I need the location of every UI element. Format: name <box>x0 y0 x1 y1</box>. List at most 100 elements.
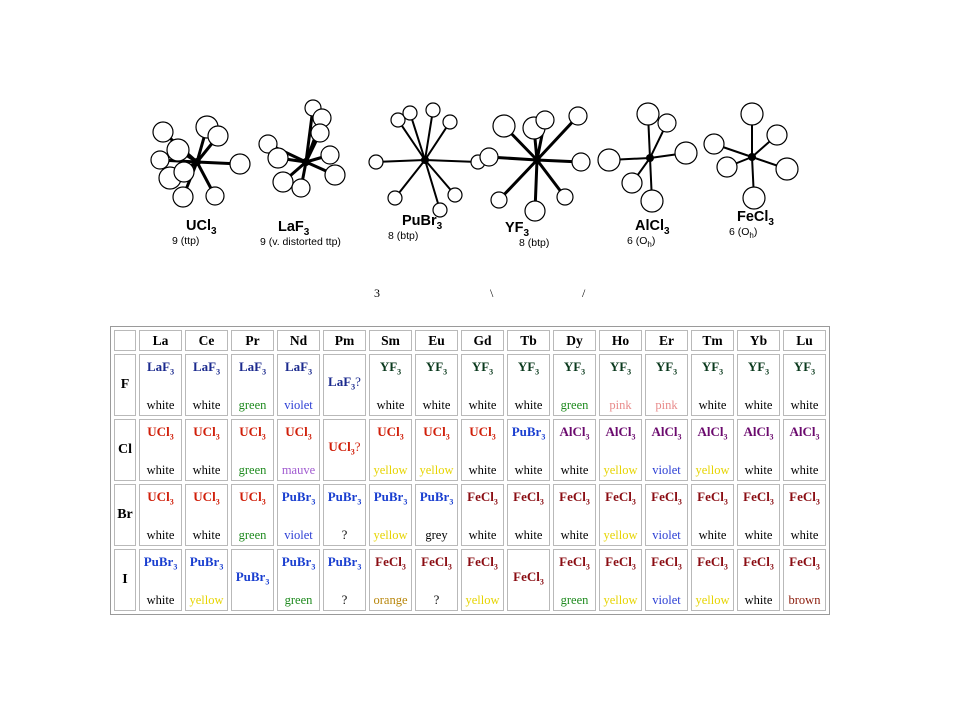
formula-subscript: 3 <box>539 497 544 507</box>
uncertain-mark: ? <box>354 439 361 454</box>
table-cell: LaF3? <box>323 354 366 416</box>
formula-subscript: 3 <box>449 497 454 507</box>
yf3-structure <box>479 106 591 222</box>
formula-base: YF <box>747 359 766 374</box>
formula-subscript: 3 <box>169 432 174 442</box>
formula-subscript: 3 <box>815 497 820 507</box>
table-cell: UCl3 yellow <box>415 419 458 481</box>
compound-color-label: violet <box>652 593 681 607</box>
element-header-lu: Lu <box>783 330 826 351</box>
table-cell: YF3 green <box>553 354 596 416</box>
structure-type-formula: FeCl3 <box>600 554 641 572</box>
formula-subscript: 3 <box>489 367 494 377</box>
formula-base: PuBr <box>327 554 358 569</box>
table-cell: PuBr3 yellow <box>369 484 412 546</box>
formula-base: FeCl <box>697 554 724 569</box>
formula-subscript: 3 <box>447 562 452 572</box>
table-cell: YF3 white <box>737 354 780 416</box>
formula-subscript: 3 <box>491 432 496 442</box>
table-cell: FeCl3 white <box>461 484 504 546</box>
structure-type-formula: AlCl3 <box>554 424 595 442</box>
formula-subscript: 3 <box>219 562 224 572</box>
structure-type-formula: YF3 <box>646 359 687 377</box>
compound-color-label: violet <box>652 463 681 477</box>
structure-type-formula: UCl3 <box>232 424 273 442</box>
compound-color-label: white <box>790 398 819 412</box>
structure-type-formula: FeCl3 <box>508 569 549 587</box>
formula-base: FeCl <box>789 554 816 569</box>
structure-type-formula: UCl3 <box>370 424 411 442</box>
alcl3-structure <box>597 102 698 213</box>
formula-subscript: 3 <box>769 432 774 442</box>
formula-subscript: 3 <box>403 497 408 507</box>
formula-subscript: 3 <box>673 367 678 377</box>
formula-base: FeCl <box>467 554 494 569</box>
table-cell: PuBr3? <box>323 549 366 611</box>
element-header-row: La Ce Pr Nd Pm Sm Eu Gd Tb Dy Ho Er Tm Yb Lu <box>114 330 826 351</box>
formula-base: PuBr <box>189 554 220 569</box>
compound-color-label: white <box>514 398 543 412</box>
table-cell: FeCl3 yellow <box>599 549 642 611</box>
table-cell: PuBr3 white <box>139 549 182 611</box>
formula-subscript: 3 <box>493 497 498 507</box>
coordination-number: 9 (ttp) <box>172 235 199 247</box>
formula-base: FeCl <box>513 569 540 584</box>
table-cell: AlCl3 white <box>737 419 780 481</box>
compound-color-label: white <box>192 463 221 477</box>
structure-type-formula: LaF3 <box>140 359 181 377</box>
compound-color-label: white <box>192 528 221 542</box>
structure-type-formula: YF3 <box>508 359 549 377</box>
compound-color-label: white <box>192 398 221 412</box>
formula-base: PuBr <box>281 554 312 569</box>
formula-base: FeCl <box>513 489 540 504</box>
formula-subscript: 3 <box>307 432 312 442</box>
table-cell: FeCl3 white <box>553 484 596 546</box>
structure-formula: FeCl3 <box>737 209 774 228</box>
compound-color-label: green <box>238 528 267 542</box>
formula-subscript: 3 <box>677 497 682 507</box>
caption-fragment: 3 <box>374 286 380 300</box>
formula-base: PuBr <box>281 489 312 504</box>
coordination-number: 8 (btp) <box>519 237 549 249</box>
formula-subscript: 3 <box>173 562 178 572</box>
element-header-la: La <box>139 330 182 351</box>
formula-base: UCl <box>423 424 446 439</box>
compound-color-label: yellow <box>695 593 730 607</box>
formula-subscript: 3 <box>765 367 770 377</box>
structure-type-formula: PuBr3 <box>232 569 273 587</box>
structure-type-formula: FeCl3 <box>508 489 549 507</box>
formula-base: LaF <box>284 359 309 374</box>
table-cell: FeCl3 white <box>691 484 734 546</box>
formula-base: AlCl <box>743 424 770 439</box>
formula-base: PuBr <box>373 489 404 504</box>
table-cell: FeCl3 white <box>737 549 780 611</box>
table-cell: YF3 white <box>507 354 550 416</box>
element-header-eu: Eu <box>415 330 458 351</box>
formula-subscript: 3 <box>308 367 313 377</box>
formula-subscript: 3 <box>677 562 682 572</box>
table-cell: FeCl3 <box>507 549 550 611</box>
compound-color-label: white <box>468 463 497 477</box>
table-cell: YF3 pink <box>645 354 688 416</box>
formula-base: YF <box>655 359 674 374</box>
structure-type-formula: YF3 <box>462 359 503 377</box>
structure-formula: UCl3 <box>186 218 217 237</box>
structure-type-formula: FeCl3 <box>738 554 779 572</box>
formula-base: UCl <box>285 424 308 439</box>
halide-label: Br <box>114 484 136 546</box>
compound-color-label: pink <box>609 398 632 412</box>
formula-subscript: 3 <box>723 562 728 572</box>
compound-color-label: violet <box>284 398 313 412</box>
compound-color-label: white <box>146 463 175 477</box>
compound-color-label: yellow <box>373 528 408 542</box>
compound-color-label: ? <box>433 593 440 607</box>
fecl3-structure <box>703 102 799 210</box>
table-cell: PuBr3 yellow <box>185 549 228 611</box>
compound-color-label: yellow <box>603 593 638 607</box>
structure-type-formula: PuBr3 <box>324 489 365 507</box>
formula-base: AlCl <box>605 424 632 439</box>
